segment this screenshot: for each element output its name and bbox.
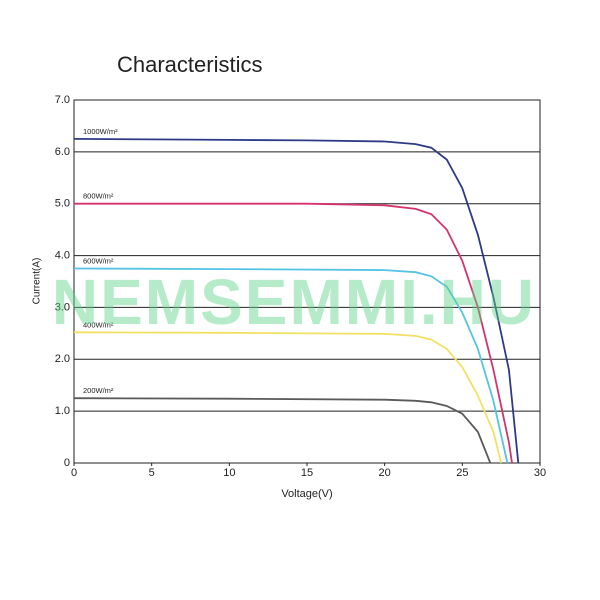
x-tick-label: 15 bbox=[301, 467, 313, 479]
y-tick-label: 4.0 bbox=[55, 249, 70, 261]
y-tick-label: 3.0 bbox=[55, 301, 70, 313]
series-label: 200W/m² bbox=[83, 386, 114, 395]
y-tick-label: 5.0 bbox=[55, 198, 70, 210]
y-tick-label: 6.0 bbox=[55, 146, 70, 158]
series-line bbox=[74, 202, 513, 464]
series-line bbox=[73, 331, 503, 464]
series-line bbox=[73, 138, 520, 464]
watermark: NEMSEMMI.HU bbox=[52, 266, 536, 338]
x-tick-label: 30 bbox=[534, 467, 546, 479]
x-tick-label: 20 bbox=[379, 467, 391, 479]
x-tick-label: 0 bbox=[71, 467, 77, 479]
x-tick-label: 10 bbox=[223, 467, 235, 479]
y-tick-label: 0 bbox=[64, 457, 70, 469]
x-tick-label: 25 bbox=[456, 467, 468, 479]
series-label: 600W/m² bbox=[83, 257, 114, 266]
y-tick-label: 7.0 bbox=[55, 94, 70, 106]
y-tick-label: 2.0 bbox=[55, 353, 70, 365]
series-label: 400W/m² bbox=[83, 320, 114, 329]
y-axis-label: Current(A) bbox=[32, 258, 43, 305]
x-tick-label: 5 bbox=[149, 467, 155, 479]
series-label: 1000W/m² bbox=[83, 127, 118, 136]
series-line bbox=[73, 267, 509, 464]
series-line bbox=[73, 397, 492, 464]
x-axis-label: Voltage(V) bbox=[281, 488, 332, 500]
series-label: 800W/m² bbox=[83, 192, 114, 201]
chart-title: Characteristics bbox=[117, 52, 262, 77]
y-tick-label: 1.0 bbox=[55, 405, 70, 417]
